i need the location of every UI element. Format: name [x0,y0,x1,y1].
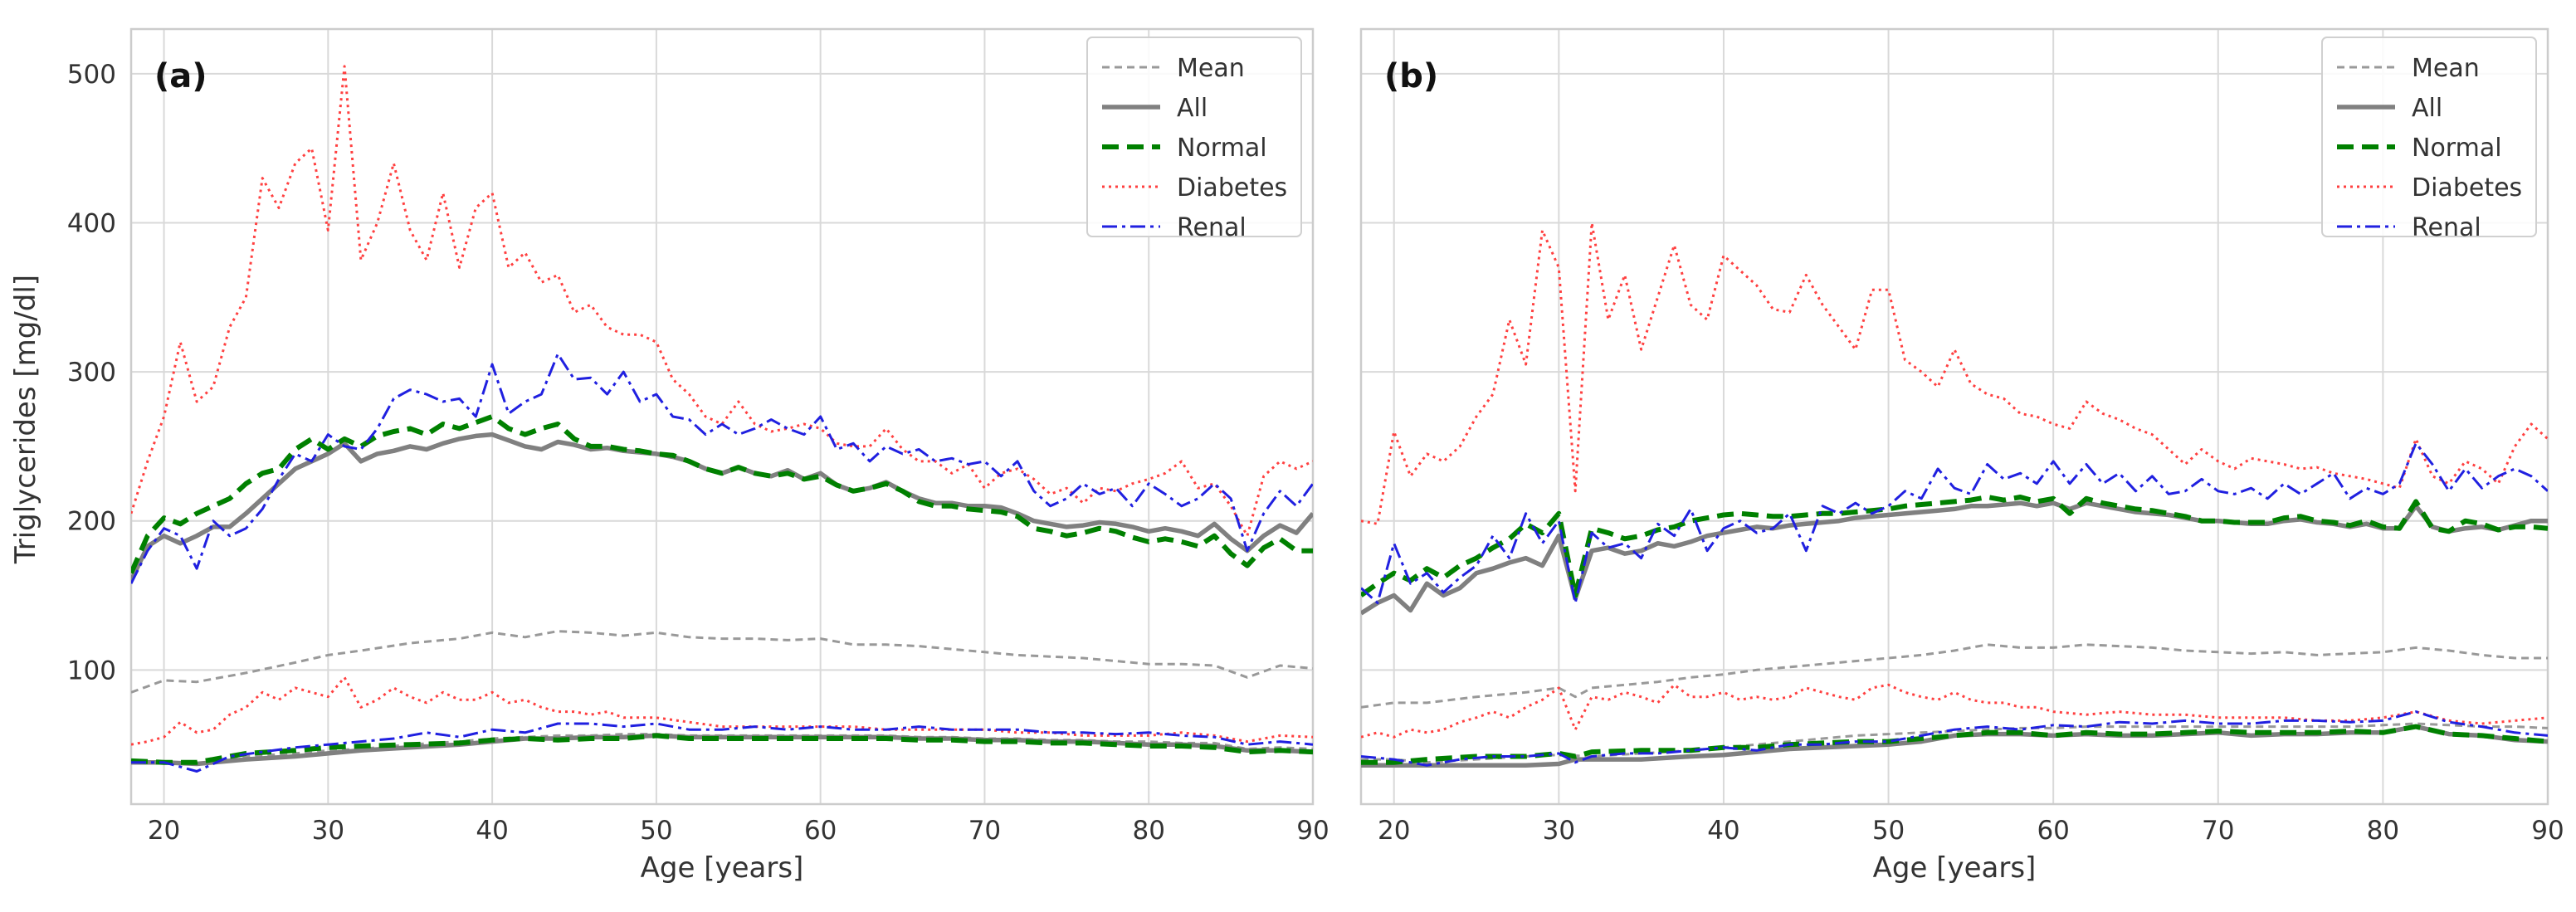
y-tick-label: 400 [67,209,116,239]
panel-a: 20 30 40 50 60 70 80 90 100 200 300 400 500 Age [year… [67,27,1329,885]
y-tick-label: 300 [67,358,116,388]
panel-label: (b) [1384,57,1438,95]
panel-b: 20 30 40 50 60 70 80 90 Age [years] (b) Mean All Nor… [1359,27,2564,885]
legend-label-renal: Renal [2412,213,2481,242]
series-line-renal [1361,710,2548,767]
plot-frame [1359,27,2549,806]
x-tick-label: 30 [312,816,344,846]
x-tick-label: 70 [2202,816,2234,846]
x-tick-label: 30 [1543,816,1575,846]
legend-box [2321,37,2537,237]
legend: Mean All Normal Diabetes Renal [2321,37,2537,242]
series-line-normal [131,733,1313,765]
x-tick-label: 20 [148,816,180,846]
legend-label-all: All [2412,94,2442,123]
series-line-renal [131,722,1313,773]
legend-label-mean: Mean [1177,54,1245,83]
x-tick-label: 60 [2037,816,2069,846]
panel-label: (a) [154,57,207,95]
x-tick-label: 90 [2531,816,2564,846]
x-tick-label: 70 [968,816,1001,846]
series-line-diabetes [1361,222,2548,525]
series-line-normal [1361,495,2548,598]
legend-box [1086,37,1302,237]
x-tick-label: 40 [1707,816,1739,846]
series-line-diabetes [131,65,1313,538]
series-line-normal [131,414,1313,574]
legend-label-mean: Mean [2412,54,2480,83]
legend-label-diabetes: Diabetes [1177,173,1287,202]
x-axis-label: Age [years] [1873,851,2037,885]
plot-frame [129,27,1315,806]
legend-label-diabetes: Diabetes [2412,173,2522,202]
x-tick-label: 50 [1872,816,1905,846]
x-axis-label: Age [years] [641,851,804,885]
series-line-mean [1361,722,2548,764]
series-line-normal [1361,724,2548,765]
series-line-mean [1361,643,2548,709]
series-group [1361,222,2548,768]
legend-label-normal: Normal [2412,134,2502,163]
x-tick-label: 20 [1378,816,1410,846]
y-tick-label: 500 [67,60,116,90]
x-tick-label: 40 [476,816,508,846]
y-tick-label: 200 [67,507,116,537]
y-axis-label: Triglycerides [mg/dl] [9,275,42,564]
legend-label-all: All [1177,94,1208,123]
y-tick-label: 100 [67,656,116,685]
x-tick-label: 80 [2367,816,2399,846]
x-tick-label: 80 [1132,816,1164,846]
series-line-renal [1361,441,2548,604]
x-tick-label: 50 [640,816,672,846]
series-line-diabetes [131,675,1313,746]
series-group [131,65,1313,773]
legend-label-normal: Normal [1177,134,1267,163]
series-line-renal [131,353,1313,584]
legend: Mean All Normal Diabetes Renal [1086,37,1302,242]
x-tick-label: 60 [804,816,837,846]
x-tick-label: 90 [1296,816,1329,846]
legend-label-renal: Renal [1177,213,1247,242]
